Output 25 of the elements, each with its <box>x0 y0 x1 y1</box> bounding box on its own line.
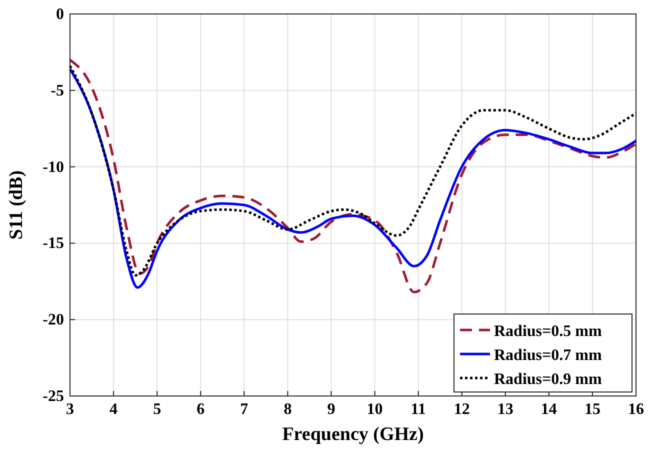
x-tick-label: 10 <box>366 401 383 418</box>
x-tick-label: 11 <box>410 401 426 418</box>
y-tick-label: -20 <box>42 312 64 329</box>
legend-label: Radius=0.7 mm <box>494 347 602 364</box>
x-tick-label: 6 <box>196 401 205 418</box>
x-tick-label: 14 <box>540 401 557 418</box>
y-tick-label: -15 <box>42 235 64 252</box>
legend-label: Radius=0.5 mm <box>494 323 602 340</box>
x-tick-label: 3 <box>66 401 74 418</box>
x-tick-label: 7 <box>240 401 248 418</box>
y-tick-label: 0 <box>56 6 64 23</box>
x-tick-label: 13 <box>497 401 514 418</box>
y-tick-label: -5 <box>50 82 64 100</box>
x-tick-label: 8 <box>284 401 292 418</box>
x-axis-title: Frequency (GHz) <box>282 424 424 445</box>
x-tick-label: 5 <box>153 401 162 418</box>
x-tick-label: 9 <box>327 401 336 418</box>
x-tick-label: 12 <box>454 401 470 418</box>
y-tick-label: -10 <box>42 158 64 176</box>
x-tick-label: 15 <box>584 401 600 418</box>
x-tick-label: 4 <box>110 401 118 418</box>
x-tick-label: 16 <box>628 401 644 418</box>
legend-label: Radius=0.9 mm <box>494 371 602 388</box>
y-tick-label: -25 <box>42 388 64 405</box>
y-axis-title: S11 (dB) <box>6 170 27 240</box>
